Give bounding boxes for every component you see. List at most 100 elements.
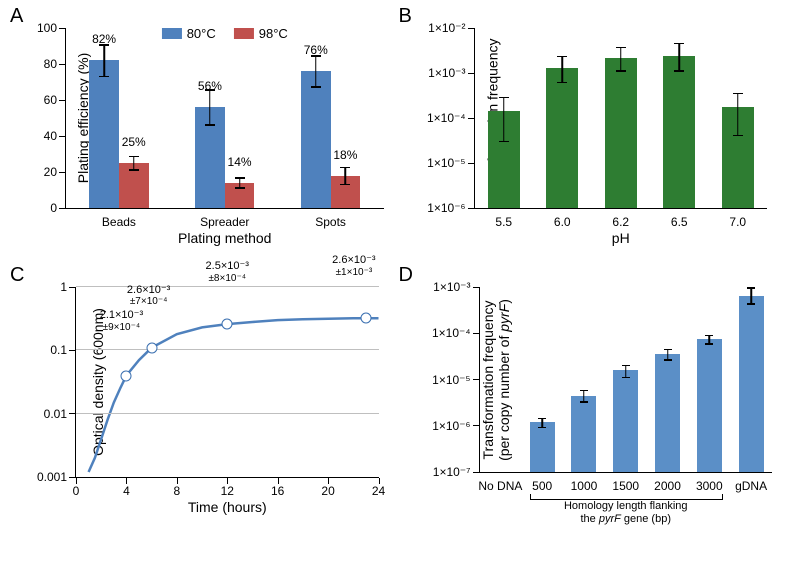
y-tick-label: 0.001 [37,470,67,484]
x-tick-label: 12 [221,484,234,498]
y-tick-label: 1×10⁻² [428,21,465,35]
point-annotation: 2.1×10⁻³±9×10⁻⁴ [100,309,143,333]
bar [613,370,638,472]
x-tick-label: Spots [315,215,346,229]
bar-value-label: 76% [304,43,328,57]
y-tick-label: 100 [37,21,57,35]
y-tick [468,163,474,164]
y-tick-label: 40 [44,129,57,143]
x-tick-label: 1500 [612,479,639,493]
bar [571,396,596,472]
x-tick-label: No DNA [478,479,522,493]
bar [722,107,754,208]
y-tick-label: 80 [44,57,57,71]
y-tick [59,64,65,65]
x-tick-label: 6.0 [554,215,571,229]
y-tick [473,287,479,288]
y-label-line1: Transformation frequency [479,300,495,459]
y-tick-label: 0.1 [50,343,67,357]
panel-d-label: D [399,264,413,287]
y-label-line2b: ) [495,299,511,304]
x-axis-label: Time (hours) [188,499,267,515]
chart-c: Optical density (600nm) Time (hours) 0.0… [75,287,379,478]
x-tick-label: 500 [532,479,552,493]
y-tick [59,172,65,173]
y-tick [473,472,479,473]
y-tick-label: 1×10⁻⁵ [427,156,465,170]
y-tick-label: 1×10⁻⁷ [433,465,471,479]
figure-grid: A 80°C 98°C Plating efficiency (%) Plati… [10,10,777,528]
y-tick-label: 1×10⁻⁶ [427,201,465,215]
gridline [76,349,379,350]
bar-value-label: 56% [198,79,222,93]
y-tick [69,477,75,478]
bar [488,111,520,208]
x-tick-label: 24 [372,484,385,498]
legend-label: 80°C [187,26,216,41]
y-tick [69,413,75,414]
bar [697,339,722,472]
chart-d: Transformation frequency (per copy numbe… [479,287,773,473]
x-tick-label: Spreader [200,215,249,229]
panel-b-label: B [399,5,412,28]
homology-bracket-label: Homology length flankingthe pyrF gene (b… [564,500,688,525]
point-annotation: 2.6×10⁻³±1×10⁻³ [332,254,375,278]
x-tick-label: 2000 [654,479,681,493]
x-tick-label: 3000 [696,479,723,493]
y-tick-label: 1×10⁻³ [433,280,470,294]
y-tick [468,73,474,74]
x-tick-label: 7.0 [729,215,746,229]
point-annotation: 2.5×10⁻³±8×10⁻⁴ [206,260,249,284]
legend-item-80c: 80°C [162,26,216,41]
y-tick-label: 0.01 [44,407,67,421]
bar-value-label: 82% [92,32,116,46]
y-tick [59,136,65,137]
bar: 82% [89,60,119,208]
y-tick-label: 60 [44,93,57,107]
growth-curve [89,318,379,472]
bar: 56% [195,107,225,208]
y-axis-label: Transformation frequency (per copy numbe… [479,299,511,461]
y-tick [473,425,479,426]
y-tick-label: 1×10⁻⁵ [432,373,470,387]
x-tick-label: 0 [73,484,80,498]
y-tick-label: 1×10⁻⁴ [427,111,466,125]
data-point [222,319,233,330]
bar: 14% [225,183,255,208]
bar-value-label: 18% [333,148,357,162]
y-tick [59,28,65,29]
x-tick-label: 5.5 [495,215,512,229]
x-tick-label: 8 [173,484,180,498]
y-tick [473,333,479,334]
point-annotation: 2.6×10⁻³±7×10⁻⁴ [127,284,170,308]
panel-c: C Optical density (600nm) Time (hours) 0… [10,269,389,528]
data-point [146,342,157,353]
x-tick-label: 16 [271,484,284,498]
panel-c-label: C [10,264,24,287]
bar [530,422,555,472]
y-tick [59,208,65,209]
panel-a: A 80°C 98°C Plating efficiency (%) Plati… [10,10,389,249]
panel-a-label: A [10,5,23,28]
y-tick [69,287,75,288]
y-tick [468,28,474,29]
bar [605,58,637,208]
legend-swatch [234,28,254,39]
y-tick-label: 1×10⁻³ [428,66,465,80]
y-tick [69,350,75,351]
bar [655,354,680,472]
y-tick [59,100,65,101]
x-axis-label: pH [612,230,630,246]
data-point [121,370,132,381]
y-tick-label: 1×10⁻⁴ [432,326,471,340]
legend-swatch [162,28,182,39]
y-tick [473,379,479,380]
x-tick-label: 6.5 [671,215,688,229]
y-tick [468,208,474,209]
gridline [76,286,379,287]
legend-label: 98°C [259,26,288,41]
bar: 18% [331,176,361,208]
y-label-line2a: (per copy number of [495,331,511,460]
panel-b: B Transformation frequency pH 1×10⁻⁶1×10… [399,10,778,249]
bar-value-label: 25% [122,135,146,149]
